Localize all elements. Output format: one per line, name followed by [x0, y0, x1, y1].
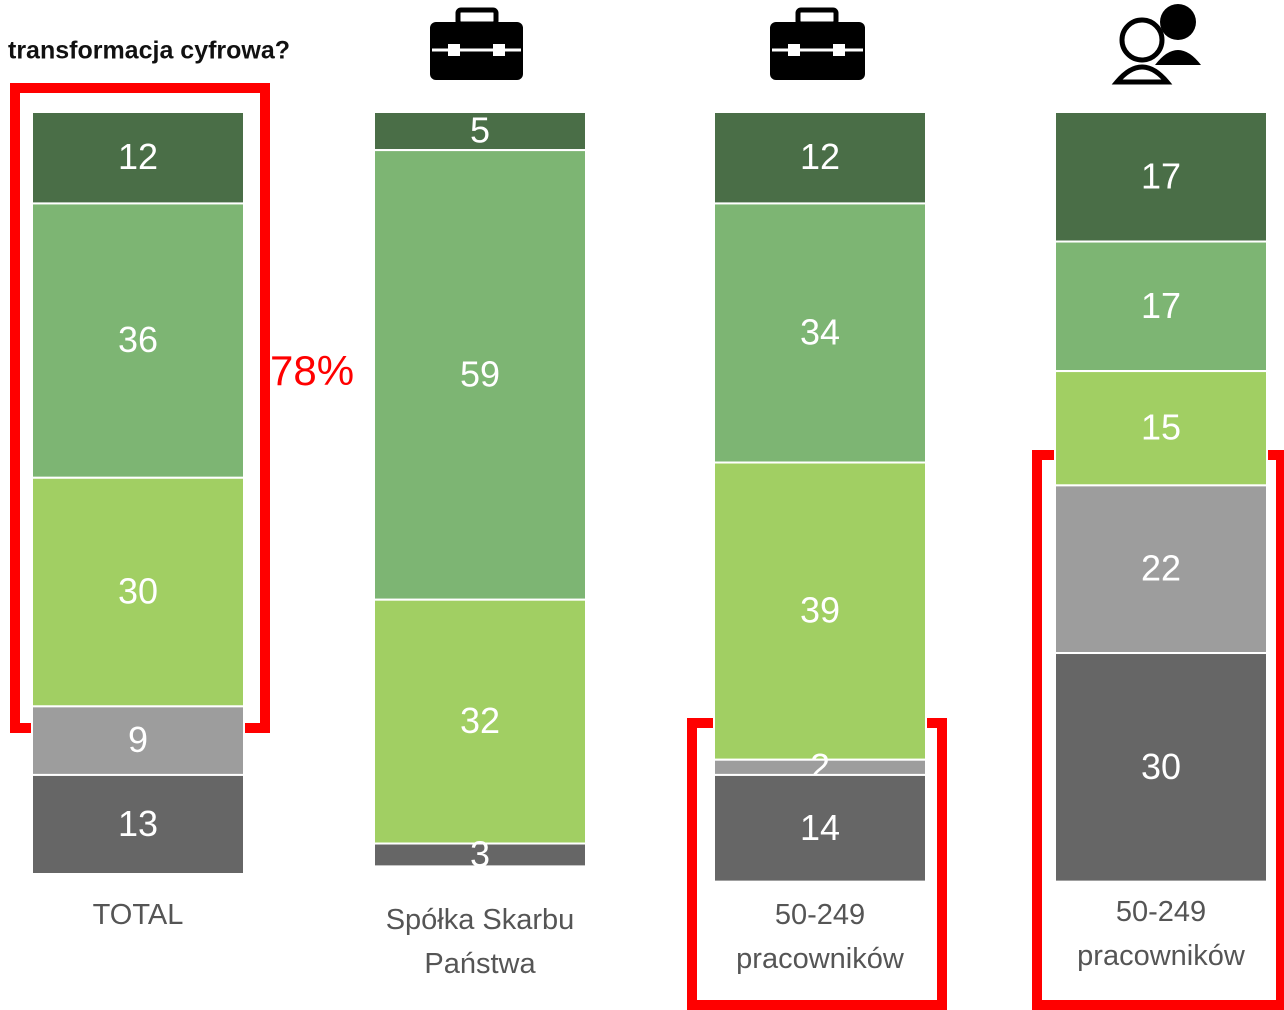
bar-segment	[1054, 111, 1268, 243]
value-label: 59	[460, 353, 500, 394]
briefcase-icon	[770, 7, 865, 80]
bar-segment	[31, 773, 245, 875]
category-label: 50-249 pracowników	[1077, 896, 1245, 972]
value-label: 30	[1141, 746, 1181, 787]
category-label: TOTAL	[92, 899, 184, 931]
value-label: 15	[1141, 407, 1181, 448]
value-label: 3	[470, 833, 490, 874]
chart-title: transformacja cyfrowa?	[8, 37, 290, 65]
bar-segment	[1054, 484, 1268, 655]
value-label: 5	[470, 110, 490, 151]
briefcase-icon	[430, 7, 523, 80]
bar-segment	[713, 773, 927, 883]
value-label: 22	[1141, 548, 1181, 589]
bar-segment	[713, 111, 927, 205]
bar-segment	[31, 476, 245, 708]
value-label: 34	[800, 311, 840, 352]
value-label: 12	[118, 136, 158, 177]
bar-segment	[373, 842, 587, 868]
category-label: Spółka Skarbu Państwa	[385, 904, 575, 980]
bar-segment	[1054, 370, 1268, 487]
bar-segment	[373, 111, 587, 152]
value-label: 13	[118, 803, 158, 844]
bar-segment	[713, 202, 927, 464]
bar-segment	[373, 598, 587, 845]
value-label: 17	[1141, 285, 1181, 326]
value-label: 36	[118, 319, 158, 360]
value-label: 30	[118, 571, 158, 612]
bar-segment	[1054, 240, 1268, 373]
people-icon	[1111, 4, 1201, 85]
bar-segment	[373, 149, 587, 601]
value-label: 32	[460, 700, 500, 741]
value-label: 12	[800, 136, 840, 177]
value-label: 39	[800, 590, 840, 631]
bar-segment	[31, 202, 245, 479]
bar-segment	[31, 705, 245, 776]
value-label: 17	[1141, 155, 1181, 196]
annotation: 78%	[270, 347, 354, 394]
value-label: 9	[128, 719, 148, 760]
bar-segment	[713, 461, 927, 761]
value-label: 14	[800, 807, 840, 848]
bar-segment	[1054, 652, 1268, 883]
category-label: 50-249 pracowników	[736, 899, 904, 975]
